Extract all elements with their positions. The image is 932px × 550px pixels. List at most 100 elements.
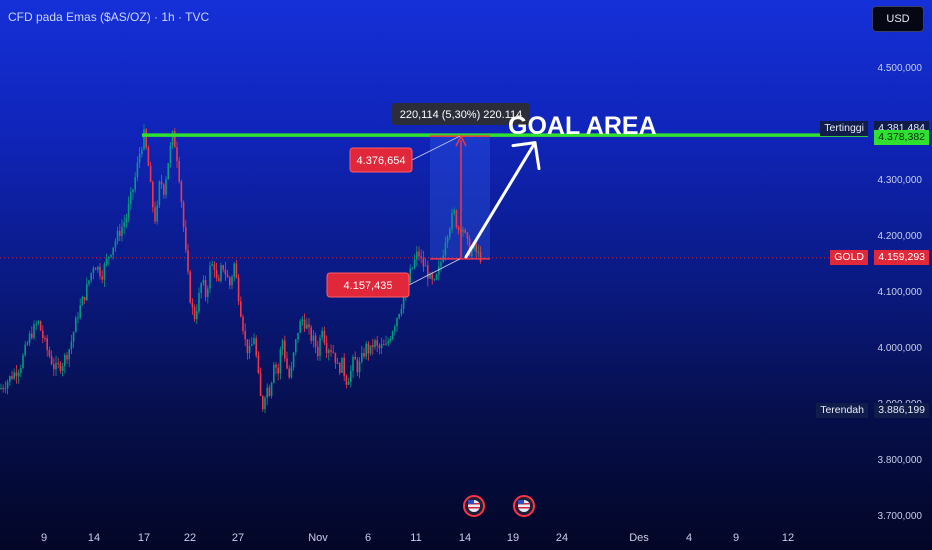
candle-body	[160, 181, 163, 185]
candle-body	[90, 272, 92, 281]
candle-body	[48, 350, 51, 357]
candle-body	[196, 311, 198, 320]
candle-body	[394, 326, 396, 332]
candle-body	[169, 145, 172, 164]
x-tick-label: Nov	[308, 532, 328, 544]
candle-body	[398, 314, 400, 319]
candle-body	[97, 266, 99, 270]
candle-body	[281, 340, 284, 350]
candle-body	[431, 273, 433, 280]
candle-body	[253, 338, 255, 345]
candle-body	[224, 269, 227, 275]
candle-body	[438, 266, 440, 275]
candle-body	[387, 341, 389, 344]
candle-body	[396, 318, 398, 327]
candle-body	[138, 153, 141, 163]
candle-body	[13, 372, 15, 379]
candle-body	[262, 396, 264, 410]
candle-body	[53, 364, 55, 370]
candle-body	[130, 192, 132, 204]
flag-stripe	[518, 507, 530, 509]
projection-arrow-shaft	[464, 141, 537, 259]
high-callout-box	[349, 147, 413, 173]
candle-body	[455, 210, 458, 228]
y-tick-label: 4.200,000	[878, 231, 923, 242]
candle-body	[449, 229, 451, 237]
y-tick-label: 3.700,000	[878, 511, 923, 522]
candle-body	[363, 352, 365, 357]
candle-body	[83, 297, 86, 301]
candle-body	[61, 366, 64, 371]
candle-body	[182, 202, 185, 228]
candle-body	[264, 397, 266, 410]
candle-body	[50, 356, 53, 365]
x-tick-label: 9	[733, 532, 739, 544]
candle-body	[400, 308, 403, 315]
measure-label-box	[392, 103, 530, 125]
candle-body	[152, 182, 154, 208]
candle-body	[279, 349, 282, 374]
candle-body	[167, 163, 169, 180]
candle-body	[435, 274, 438, 280]
candle-body	[103, 264, 106, 280]
candle-body	[132, 189, 134, 193]
candle-body	[33, 324, 35, 338]
candle-body	[462, 229, 464, 232]
candle-body	[229, 277, 231, 286]
candle-body	[17, 372, 20, 377]
candle-body	[422, 257, 425, 267]
candle-body	[330, 350, 332, 352]
x-tick-label: 19	[507, 532, 519, 544]
candle-body	[141, 149, 143, 154]
candle-body	[343, 357, 345, 377]
candle-body	[444, 242, 447, 256]
candle-body	[286, 358, 288, 369]
candle-body	[389, 339, 392, 342]
candle-body	[323, 330, 326, 344]
x-tick-label: 22	[184, 532, 196, 544]
candle-body	[125, 217, 128, 223]
candle-body	[94, 268, 97, 270]
candle-body	[468, 238, 471, 256]
candle-body	[116, 230, 119, 242]
candle-body	[31, 333, 33, 338]
candle-body	[391, 331, 394, 340]
flag-stripe	[468, 507, 480, 509]
candle-body	[110, 254, 112, 257]
candle-body	[147, 147, 150, 166]
candle-body	[471, 249, 473, 256]
candle-body	[15, 372, 18, 377]
candle-body	[70, 341, 73, 350]
candle-body	[418, 251, 420, 257]
currency-button[interactable]: USD	[872, 6, 924, 32]
candle-body	[24, 344, 26, 356]
candle-body	[218, 278, 220, 281]
candle-body	[413, 259, 416, 268]
candle-body	[303, 319, 306, 329]
x-tick-label: 14	[459, 532, 471, 544]
candle-body	[325, 343, 328, 354]
candle-body	[92, 268, 95, 273]
candle-body	[39, 321, 42, 331]
candle-body	[479, 251, 482, 262]
candle-body	[409, 268, 411, 283]
high-callout-text: 4.376,654	[357, 155, 406, 167]
x-tick-label: 6	[365, 532, 371, 544]
candle-body	[352, 356, 354, 371]
low-callout-box	[326, 272, 410, 298]
y-tick-label: 4.500,000	[878, 63, 923, 74]
candle-body	[20, 367, 22, 373]
candle-body	[37, 321, 40, 324]
candle-body	[446, 236, 449, 243]
candle-body	[57, 362, 59, 364]
projection-arrow-head	[511, 141, 541, 171]
candle-body	[240, 301, 242, 317]
candle-body	[0, 387, 2, 389]
candle-body	[336, 362, 339, 364]
candle-body	[121, 226, 123, 236]
candle-body	[108, 256, 110, 259]
candle-body	[306, 324, 308, 329]
candle-body	[66, 354, 68, 360]
